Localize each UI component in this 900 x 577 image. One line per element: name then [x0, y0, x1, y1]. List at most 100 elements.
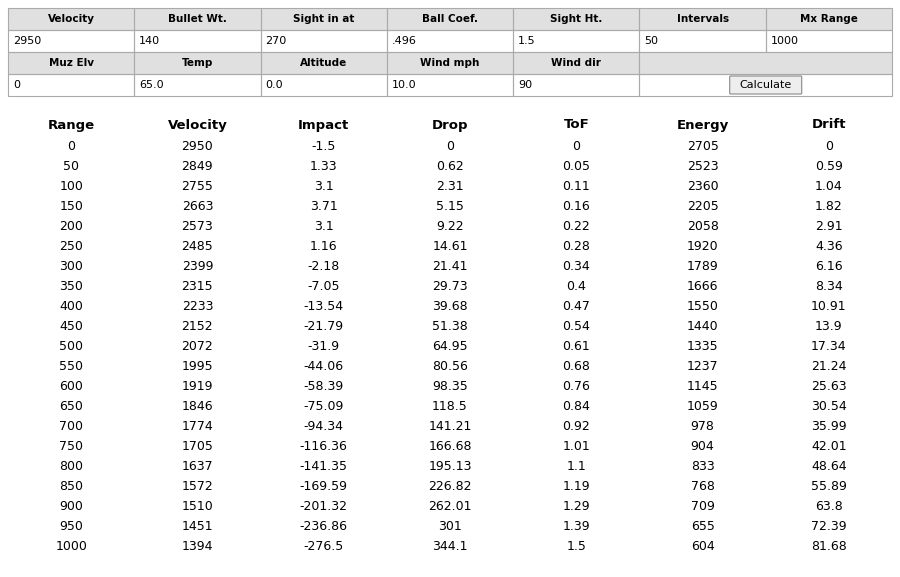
Text: Drop: Drop [432, 118, 468, 132]
Text: 2573: 2573 [182, 219, 213, 233]
Bar [134, 52, 261, 74]
Text: 3.1: 3.1 [314, 179, 334, 193]
Bar [513, 74, 639, 96]
Bar [639, 30, 766, 52]
Text: 2705: 2705 [687, 140, 718, 152]
Bar [134, 74, 261, 96]
Text: 300: 300 [59, 260, 83, 272]
Text: 2.31: 2.31 [436, 179, 464, 193]
Bar [513, 8, 639, 30]
Text: -58.39: -58.39 [303, 380, 344, 392]
Text: 1919: 1919 [182, 380, 213, 392]
Bar [639, 52, 892, 74]
Bar [766, 30, 892, 52]
Text: 1000: 1000 [55, 539, 87, 553]
Text: Sight Ht.: Sight Ht. [550, 14, 602, 24]
Text: -7.05: -7.05 [308, 279, 340, 293]
Bar [8, 74, 134, 96]
Text: Velocity: Velocity [167, 118, 228, 132]
Text: 35.99: 35.99 [811, 419, 847, 433]
Bar [134, 52, 261, 74]
Text: 604: 604 [690, 539, 715, 553]
Text: 0.11: 0.11 [562, 179, 590, 193]
Text: 2485: 2485 [182, 239, 213, 253]
Bar [387, 74, 513, 96]
Text: 63.8: 63.8 [815, 500, 842, 512]
Text: 8.34: 8.34 [815, 279, 842, 293]
Text: 1.19: 1.19 [562, 479, 590, 493]
Text: 10.0: 10.0 [392, 80, 417, 90]
Text: -141.35: -141.35 [300, 459, 347, 473]
Text: 13.9: 13.9 [815, 320, 842, 332]
Text: Velocity: Velocity [48, 14, 94, 24]
Text: 270: 270 [266, 36, 287, 46]
Text: 200: 200 [59, 219, 83, 233]
Text: 5.15: 5.15 [436, 200, 464, 212]
Bar [387, 30, 513, 52]
Text: 1.39: 1.39 [562, 519, 590, 533]
Text: 1572: 1572 [182, 479, 213, 493]
Text: -201.32: -201.32 [300, 500, 347, 512]
Text: 2072: 2072 [182, 339, 213, 353]
Text: 65.0: 65.0 [140, 80, 164, 90]
Text: 1.82: 1.82 [815, 200, 842, 212]
Text: 0.76: 0.76 [562, 380, 590, 392]
Bar [261, 8, 387, 30]
Text: 4.36: 4.36 [815, 239, 842, 253]
Text: 1846: 1846 [182, 399, 213, 413]
Text: Sight in at: Sight in at [293, 14, 355, 24]
Text: -276.5: -276.5 [303, 539, 344, 553]
Text: 2205: 2205 [687, 200, 718, 212]
Text: 0.84: 0.84 [562, 399, 590, 413]
Text: 1451: 1451 [182, 519, 213, 533]
Text: 1000: 1000 [770, 36, 798, 46]
Bar [8, 8, 134, 30]
Bar [387, 74, 513, 96]
Bar [513, 74, 639, 96]
Text: -31.9: -31.9 [308, 339, 340, 353]
Text: 950: 950 [59, 519, 83, 533]
Text: Energy: Energy [677, 118, 729, 132]
Text: 50: 50 [63, 159, 79, 173]
Text: 21.41: 21.41 [432, 260, 468, 272]
Text: 500: 500 [59, 339, 83, 353]
Text: 650: 650 [59, 399, 83, 413]
Text: 2849: 2849 [182, 159, 213, 173]
Bar [134, 30, 261, 52]
Text: 226.82: 226.82 [428, 479, 472, 493]
Text: -21.79: -21.79 [303, 320, 344, 332]
Text: 1666: 1666 [687, 279, 718, 293]
Text: 1705: 1705 [182, 440, 213, 452]
Text: Mx Range: Mx Range [800, 14, 858, 24]
Text: 1.16: 1.16 [310, 239, 338, 253]
Text: 25.63: 25.63 [811, 380, 847, 392]
Bar [766, 8, 892, 30]
Text: 709: 709 [690, 500, 715, 512]
Text: Temp: Temp [182, 58, 213, 68]
Text: 0.05: 0.05 [562, 159, 590, 173]
Text: -2.18: -2.18 [308, 260, 340, 272]
Bar [639, 74, 892, 96]
Text: 118.5: 118.5 [432, 399, 468, 413]
Text: 0.22: 0.22 [562, 219, 590, 233]
Bar [134, 8, 261, 30]
Text: 0: 0 [825, 140, 833, 152]
Text: 978: 978 [690, 419, 715, 433]
Text: 450: 450 [59, 320, 83, 332]
Text: 80.56: 80.56 [432, 359, 468, 373]
Text: -44.06: -44.06 [303, 359, 344, 373]
Bar [513, 30, 639, 52]
Text: 100: 100 [59, 179, 83, 193]
Text: 55.89: 55.89 [811, 479, 847, 493]
Text: 30.54: 30.54 [811, 399, 847, 413]
Text: 2950: 2950 [182, 140, 213, 152]
Text: 195.13: 195.13 [428, 459, 472, 473]
Text: 2152: 2152 [182, 320, 213, 332]
Bar [513, 30, 639, 52]
Text: 141.21: 141.21 [428, 419, 472, 433]
Text: 90: 90 [518, 80, 532, 90]
Text: 1394: 1394 [182, 539, 213, 553]
Text: 800: 800 [59, 459, 83, 473]
Bar [387, 52, 513, 74]
Text: 2755: 2755 [182, 179, 213, 193]
